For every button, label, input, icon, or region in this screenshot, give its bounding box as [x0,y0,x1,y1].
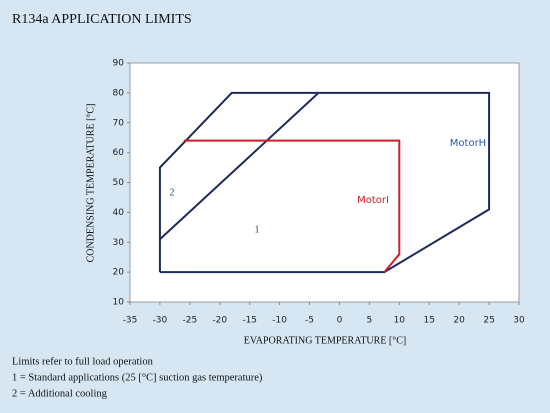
annotation: 2 [170,187,175,198]
y-tick-label: 60 [113,148,125,158]
x-tick-label: -20 [212,316,227,326]
note: 2 = Additional cooling [12,388,108,399]
x-tick-label: -25 [182,316,197,326]
x-tick-label: 25 [483,316,494,326]
x-axis-label: EVAPORATING TEMPERATURE [°C] [244,335,407,346]
y-tick-label: 90 [113,59,125,69]
plot-area [129,62,520,303]
x-tick-label: -35 [123,316,138,326]
x-tick-label: 0 [337,316,343,326]
x-tick-label: 20 [453,316,465,326]
series-line [159,92,320,240]
x-tick-label: 30 [513,316,525,326]
y-tick-label: 20 [113,268,125,278]
note: 1 = Standard applications (25 [°C] sucti… [12,372,263,383]
y-tick-label: 50 [113,178,125,188]
y-axis-label: CONDENSING TEMPERATURE [°C] [85,104,96,263]
x-tick-label: 15 [424,316,435,326]
y-tick-label: 80 [113,88,125,98]
x-tick-label: -15 [242,316,257,326]
y-tick-label: 40 [113,208,125,218]
series-line [158,91,491,274]
x-tick-label: 10 [394,316,406,326]
y-tick-label: 70 [113,118,125,128]
annotation: 1 [255,224,260,235]
y-tick-label: 30 [113,238,125,248]
x-tick-label: 5 [367,316,373,326]
y-tick-label: 10 [113,298,125,308]
series-label: MotorH [450,138,486,149]
series-label: MotorI [357,195,389,206]
series-line [183,139,401,273]
note: Limits refer to full load operation [12,356,154,367]
x-tick-label: -10 [272,316,287,326]
chart-title: R134a APPLICATION LIMITS [12,12,192,27]
x-tick-label: -30 [153,316,168,326]
x-tick-label: -5 [305,316,314,326]
